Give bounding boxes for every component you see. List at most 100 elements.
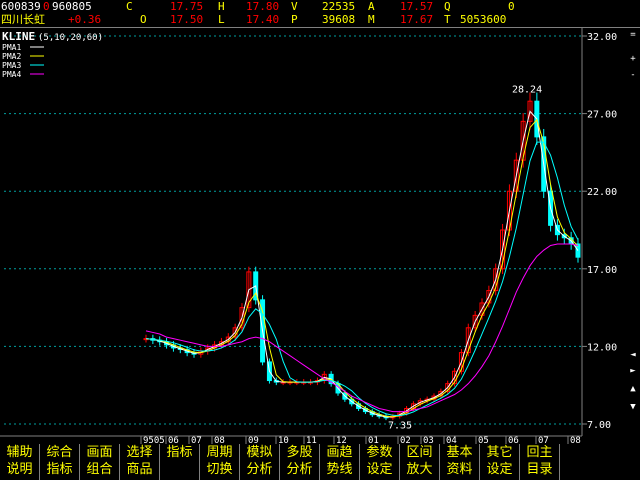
menu-button-8[interactable]: 画趋 势线	[320, 444, 360, 480]
menu-button-6[interactable]: 模拟 分析	[240, 444, 280, 480]
x-tick-label: 04	[446, 436, 457, 444]
x-tick-label: 07	[538, 436, 549, 444]
menu-button-line1: 其它	[486, 445, 513, 460]
menu-button-line1: 画面	[86, 445, 113, 460]
candle-body	[465, 327, 471, 354]
menu-button-2[interactable]: 画面 组合	[80, 444, 120, 480]
value-high: 17.80	[246, 0, 280, 13]
menu-button-line2: 资料	[446, 462, 473, 477]
value-p: 39608	[322, 13, 356, 26]
y-tick-label: 32.00	[587, 32, 617, 43]
candle-body	[246, 271, 252, 309]
quote-header-row2: 四川长虹 +0.36 O 17.50 L 17.40 P 39608 M 17.…	[0, 13, 640, 26]
menu-button-line2: 放大	[406, 462, 433, 477]
left-arrow-icon[interactable]: ◄	[630, 350, 636, 360]
menu-button-line2: 说明	[6, 462, 33, 477]
down-arrow-icon[interactable]: ▼	[630, 402, 636, 412]
candle-body	[458, 352, 464, 372]
legend-label: PMA2	[2, 52, 21, 61]
label-q: Q	[444, 0, 451, 13]
menu-button-line1: 周期	[206, 445, 233, 460]
candle-body	[472, 314, 478, 329]
menu-button-line1: 选择	[126, 445, 153, 460]
y-tick-label: 7.00	[587, 420, 611, 431]
menu-button-line1: 区间	[406, 445, 433, 460]
x-tick-label: 07	[191, 436, 202, 444]
menu-button-line1: 辅助	[6, 445, 33, 460]
x-tick-label: 09	[248, 436, 259, 444]
menu-button-line1: 综合	[46, 445, 73, 460]
pma2-line	[145, 118, 579, 418]
menu-button-12[interactable]: 其它 设定	[480, 444, 520, 480]
chart-params: (5,10,20,60)	[38, 33, 103, 43]
legend-label: PMA1	[2, 43, 21, 52]
x-tick-label: 10	[278, 436, 289, 444]
value-average: 17.57	[400, 0, 434, 13]
menu-button-line2: 目录	[526, 462, 553, 477]
value-annotation: 28.24	[512, 84, 542, 95]
plus-icon[interactable]: +	[630, 54, 636, 64]
x-tick-label: 08	[214, 436, 225, 444]
stock-code-suffix: 0	[43, 0, 50, 13]
menu-button-line2: 组合	[86, 462, 113, 477]
pma3-line	[145, 141, 579, 417]
menu-button-line2: 指标	[166, 445, 193, 460]
x-tick-label: 02	[400, 436, 411, 444]
stock-name: 四川长虹	[1, 13, 45, 26]
menu-button-line1: 基本	[446, 445, 473, 460]
menu-button-line2: 分析	[286, 462, 313, 477]
bottom-menu-bar: 辅助 说明 综合 指标 画面 组合 选择 商品 指标 周期 切换 模拟 分析 多股 分析 画趋 势线 参数 设定 区间…	[0, 444, 640, 480]
ma-lines	[145, 110, 579, 418]
pma1-line	[145, 110, 579, 418]
value-open: 17.50	[170, 13, 204, 26]
label-o: O	[140, 13, 147, 26]
chart-title: KLINE	[2, 30, 35, 43]
x-tick-label: 06	[168, 436, 179, 444]
label-t: T	[444, 13, 451, 26]
label-a: A	[368, 0, 375, 13]
value-m: 17.67	[400, 13, 434, 26]
menu-button-line1: 回主	[526, 445, 553, 460]
menu-button-line1: 模拟	[246, 445, 273, 460]
pma4-line	[145, 243, 579, 413]
x-tick-label: 11	[306, 436, 317, 444]
x-tick-label: 9505	[143, 436, 165, 444]
stock-code: 600839	[1, 0, 41, 13]
menu-button-0[interactable]: 辅助 说明	[0, 444, 40, 480]
minus-icon[interactable]: -	[630, 70, 636, 80]
menu-button-line1: 画趋	[326, 445, 353, 460]
menu-button-10[interactable]: 区间 放大	[400, 444, 440, 480]
label-v: V	[291, 0, 298, 13]
menu-button-3[interactable]: 选择 商品	[120, 444, 160, 480]
menu-button-line2: 分析	[246, 462, 273, 477]
right-arrow-icon[interactable]: ►	[630, 366, 636, 376]
price-change: +0.36	[68, 13, 102, 26]
quote-date: 960805	[52, 0, 92, 13]
value-q: 0	[508, 0, 515, 13]
menu-button-line1: 多股	[286, 445, 313, 460]
menu-button-line2: 设定	[366, 462, 393, 477]
x-tick-label: 06	[508, 436, 519, 444]
label-h: H	[218, 0, 225, 13]
menu-button-13[interactable]: 回主 目录	[520, 444, 560, 480]
menu-button-4[interactable]: 指标	[160, 444, 200, 480]
x-tick-label: 08	[570, 436, 581, 444]
menu-button-7[interactable]: 多股 分析	[280, 444, 320, 480]
x-axis: 9505 06 07 08 09 10 11 12 01 02 03 04 05 06 07 08	[140, 436, 581, 444]
equals-icon[interactable]: =	[630, 30, 636, 40]
menu-button-9[interactable]: 参数 设定	[360, 444, 400, 480]
y-tick-label: 12.00	[587, 342, 617, 353]
menu-button-1[interactable]: 综合 指标	[40, 444, 80, 480]
menu-button-11[interactable]: 基本 资料	[440, 444, 480, 480]
menu-button-5[interactable]: 周期 切换	[200, 444, 240, 480]
value-close: 17.75	[170, 0, 204, 13]
y-tick-label: 17.00	[587, 265, 617, 276]
candle-body	[527, 100, 533, 122]
x-tick-label: 01	[368, 436, 379, 444]
x-tick-label: 03	[423, 436, 434, 444]
menu-button-line2: 设定	[486, 462, 513, 477]
up-arrow-icon[interactable]: ▲	[630, 384, 636, 394]
x-tick-label: 05	[478, 436, 489, 444]
